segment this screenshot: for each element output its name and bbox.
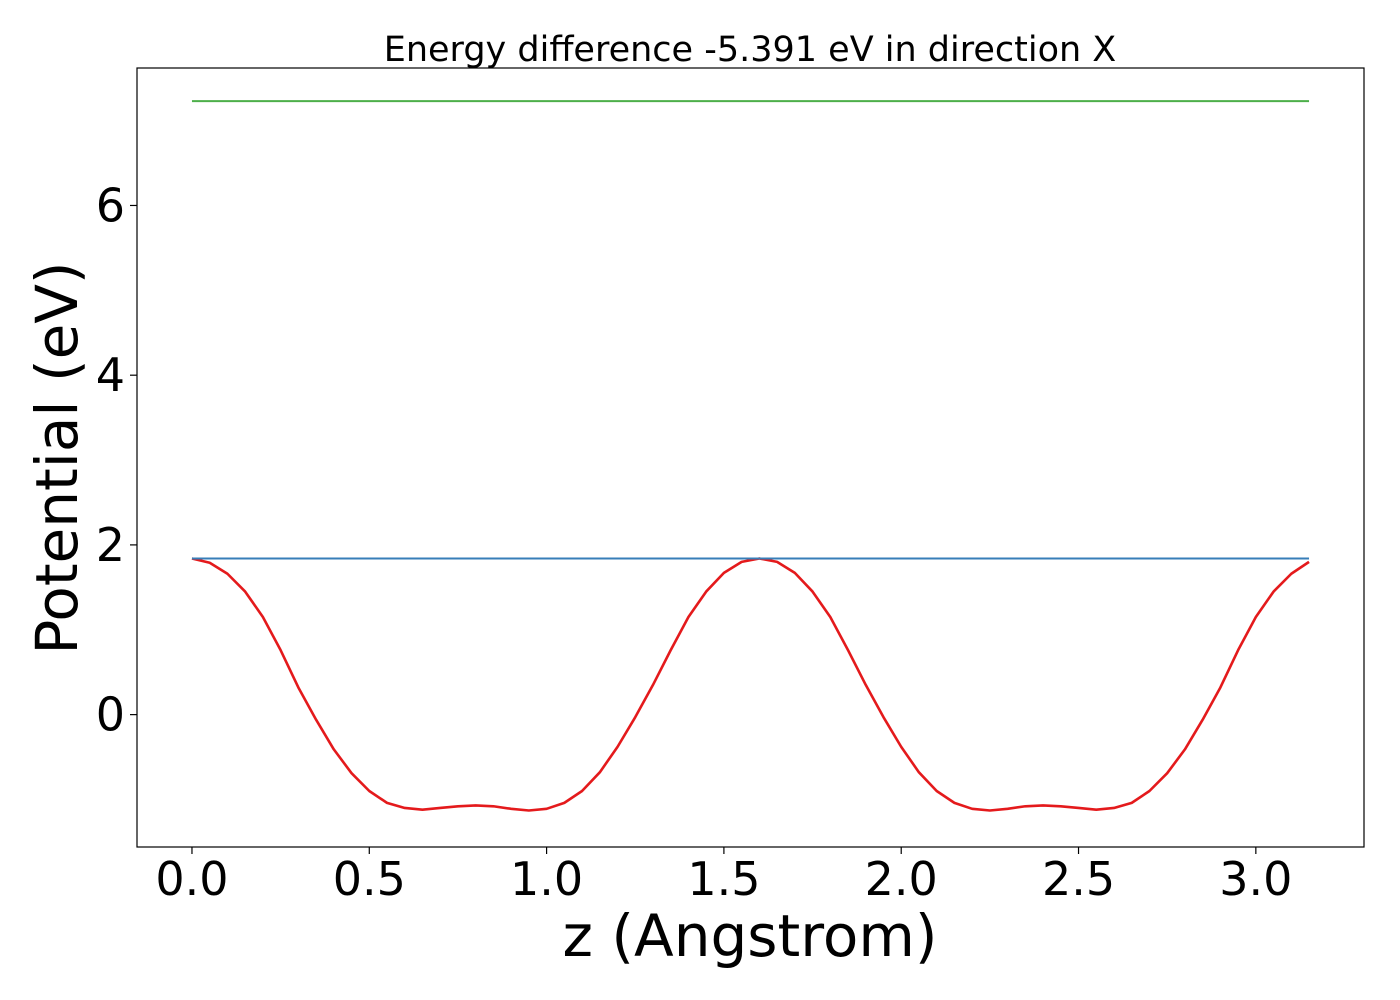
y-tick-label: 6 xyxy=(96,178,125,232)
y-axis-ticks: 0 2 4 6 xyxy=(96,178,137,742)
x-axis-label: z (Angstrom) xyxy=(563,902,938,970)
x-tick-label: 2.5 xyxy=(1042,852,1115,906)
x-tick-label: 3.0 xyxy=(1219,852,1292,906)
x-tick-label: 0.5 xyxy=(333,852,406,906)
series-layer xyxy=(191,100,1310,812)
y-tick-label: 0 xyxy=(96,688,125,742)
x-tick-label: 1.0 xyxy=(510,852,583,906)
potential-curve xyxy=(191,557,1310,812)
x-tick-label: 0.0 xyxy=(155,852,228,906)
x-tick-label: 1.5 xyxy=(687,852,760,906)
x-tick-label: 2.0 xyxy=(865,852,938,906)
plot-frame xyxy=(136,67,1365,848)
chart-title: Energy difference -5.391 eV in direction… xyxy=(384,30,1117,70)
y-axis-label: Potential (eV) xyxy=(23,261,91,654)
y-tick-label: 4 xyxy=(96,348,125,402)
x-axis-ticks: 0.0 0.5 1.0 1.5 2.0 2.5 3.0 xyxy=(155,847,1292,906)
y-tick-label: 2 xyxy=(96,518,125,572)
